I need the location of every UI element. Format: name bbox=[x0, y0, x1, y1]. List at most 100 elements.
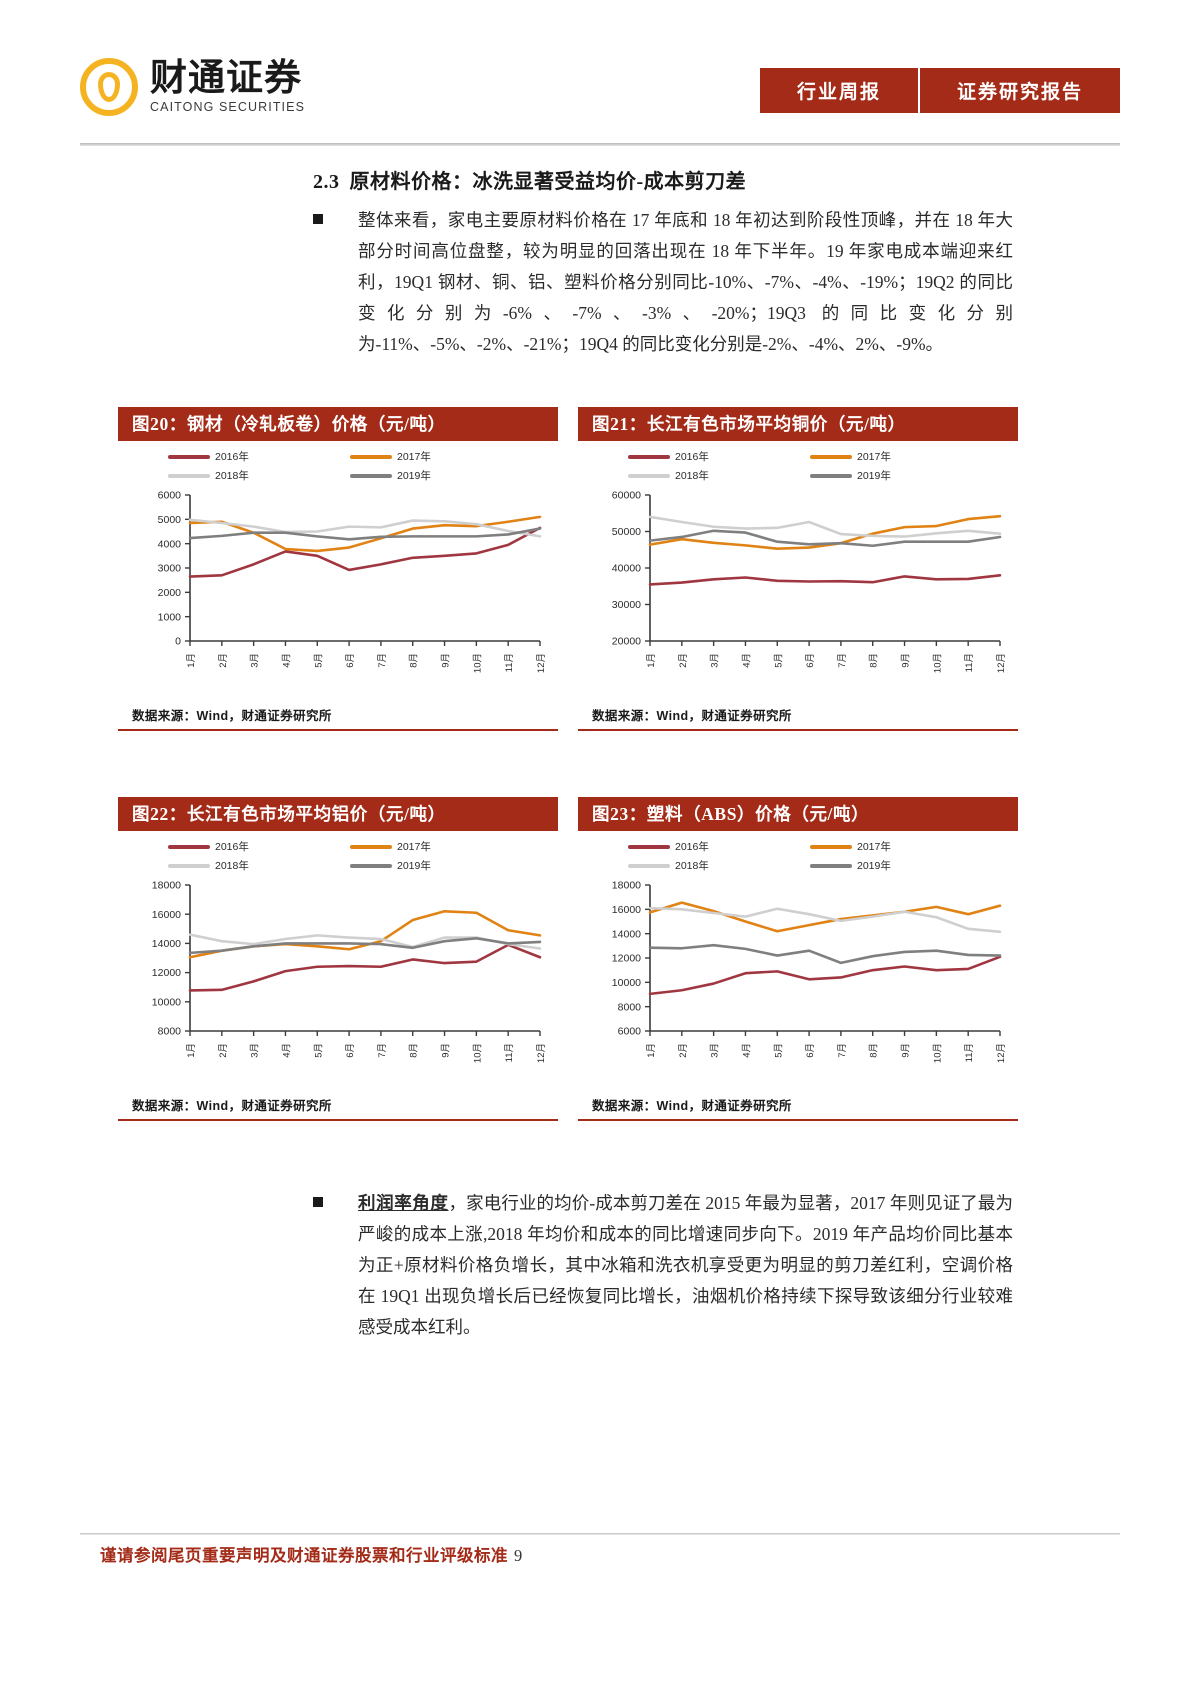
svg-text:9月: 9月 bbox=[441, 653, 452, 668]
figure-panel-22: 图22：长江有色市场平均铝价（元/吨） 2016年 2017年 2018年 2019年… bbox=[118, 797, 558, 1121]
legend-label: 2018年 bbox=[675, 470, 709, 482]
paragraph-profit-margin: 利润率角度，家电行业的均价-成本剪刀差在 2015 年最为显著，2017 年则见… bbox=[313, 1188, 1013, 1343]
legend-swatch-icon bbox=[810, 844, 852, 849]
source-wind: Wind bbox=[196, 1099, 229, 1113]
legend-label: 2018年 bbox=[215, 470, 249, 482]
figure-20-source: 数据来源：Wind，财通证券研究所 bbox=[118, 699, 558, 729]
figure-23-legend: 2016年 2017年 2018年 2019年 bbox=[628, 839, 988, 873]
legend-item-2016年: 2016年 bbox=[628, 449, 806, 464]
svg-text:7月: 7月 bbox=[377, 1043, 388, 1058]
svg-text:11月: 11月 bbox=[504, 1043, 515, 1062]
svg-text:11月: 11月 bbox=[504, 653, 515, 672]
legend-swatch-icon bbox=[350, 473, 392, 478]
source-prefix: 数据来源： bbox=[592, 1099, 657, 1113]
svg-text:6月: 6月 bbox=[805, 653, 816, 668]
svg-text:10000: 10000 bbox=[152, 996, 181, 1008]
svg-text:30000: 30000 bbox=[612, 599, 641, 611]
bullet-square-icon bbox=[313, 1197, 323, 1207]
legend-item-2016年: 2016年 bbox=[168, 449, 346, 464]
legend-label: 2017年 bbox=[397, 451, 431, 463]
svg-text:14000: 14000 bbox=[152, 938, 181, 950]
company-logo: 财通证券 CAITONG SECURITIES bbox=[80, 58, 305, 116]
figure-23-source: 数据来源：Wind，财通证券研究所 bbox=[578, 1089, 1018, 1119]
legend-label: 2019年 bbox=[397, 470, 431, 482]
svg-text:2月: 2月 bbox=[218, 653, 229, 668]
paragraph-raw-material-prices: 整体来看，家电主要原材料价格在 17 年底和 18 年初达到阶段性顶峰，并在 1… bbox=[313, 205, 1013, 360]
svg-text:3月: 3月 bbox=[710, 653, 721, 668]
legend-item-2019年: 2019年 bbox=[350, 468, 528, 483]
source-wind: Wind bbox=[656, 709, 689, 723]
svg-text:11月: 11月 bbox=[964, 1043, 975, 1062]
svg-text:10月: 10月 bbox=[932, 653, 943, 673]
svg-text:9月: 9月 bbox=[901, 653, 912, 668]
figure-22-body: 2016年 2017年 2018年 2019年 8000 10000 12000 14000… bbox=[118, 831, 558, 1089]
svg-text:0: 0 bbox=[175, 636, 181, 648]
svg-text:4月: 4月 bbox=[741, 1043, 752, 1058]
svg-text:7月: 7月 bbox=[837, 1043, 848, 1058]
paragraph-bottom-rest: ，家电行业的均价-成本剪刀差在 2015 年最为显著，2017 年则见证了最为严… bbox=[358, 1193, 1014, 1337]
svg-text:12000: 12000 bbox=[612, 953, 641, 965]
legend-swatch-icon bbox=[168, 473, 210, 478]
legend-item-2017年: 2017年 bbox=[810, 449, 988, 464]
svg-text:4月: 4月 bbox=[741, 653, 752, 668]
paragraph-bottom-text: 利润率角度，家电行业的均价-成本剪刀差在 2015 年最为显著，2017 年则见… bbox=[358, 1188, 1013, 1343]
figure-20-title: 图20：钢材（冷轧板卷）价格（元/吨） bbox=[118, 407, 558, 441]
legend-item-2016年: 2016年 bbox=[168, 839, 346, 854]
svg-text:7月: 7月 bbox=[837, 653, 848, 668]
svg-text:8000: 8000 bbox=[618, 1001, 642, 1013]
source-wind: Wind bbox=[656, 1099, 689, 1113]
legend-swatch-icon bbox=[628, 454, 670, 459]
legend-swatch-icon bbox=[350, 844, 392, 849]
svg-text:5月: 5月 bbox=[773, 1043, 784, 1058]
legend-label: 2019年 bbox=[857, 860, 891, 872]
figure-panel-20: 图20：钢材（冷轧板卷）价格（元/吨） 2016年 2017年 2018年 2019年… bbox=[118, 407, 558, 731]
svg-text:10月: 10月 bbox=[472, 1043, 483, 1063]
svg-text:3月: 3月 bbox=[710, 1043, 721, 1058]
legend-item-2019年: 2019年 bbox=[810, 468, 988, 483]
legend-item-2018年: 2018年 bbox=[168, 468, 346, 483]
svg-text:2月: 2月 bbox=[218, 1043, 229, 1058]
svg-text:9月: 9月 bbox=[441, 1043, 452, 1058]
source-suffix: ，财通证券研究所 bbox=[228, 709, 332, 723]
legend-swatch-icon bbox=[168, 844, 210, 849]
svg-text:3月: 3月 bbox=[250, 1043, 261, 1058]
legend-swatch-icon bbox=[810, 863, 852, 868]
svg-text:20000: 20000 bbox=[612, 636, 641, 648]
legend-label: 2019年 bbox=[857, 470, 891, 482]
svg-text:9月: 9月 bbox=[901, 1043, 912, 1058]
svg-text:1000: 1000 bbox=[158, 611, 182, 623]
svg-text:4000: 4000 bbox=[158, 538, 182, 550]
svg-text:10000: 10000 bbox=[612, 977, 641, 989]
figure-20-plot: 0 1000 2000 3000 4000 5000 6000 1月 2月 3月 4月 5月 6月 7月 8… bbox=[118, 489, 558, 699]
legend-label: 2018年 bbox=[215, 860, 249, 872]
legend-label: 2018年 bbox=[675, 860, 709, 872]
figure-21-legend: 2016年 2017年 2018年 2019年 bbox=[628, 449, 988, 483]
paragraph-top-text: 整体来看，家电主要原材料价格在 17 年底和 18 年初达到阶段性顶峰，并在 1… bbox=[358, 210, 1013, 354]
svg-text:18000: 18000 bbox=[152, 880, 181, 892]
legend-swatch-icon bbox=[168, 454, 210, 459]
figure-23-plot: 6000 8000 10000 12000 14000 16000 18000 1月 2月 3月 4… bbox=[578, 879, 1018, 1089]
figure-20-legend: 2016年 2017年 2018年 2019年 bbox=[168, 449, 528, 483]
figure-22-plot: 8000 10000 12000 14000 16000 18000 1月 2月 3月 4月 5月 6… bbox=[118, 879, 558, 1089]
figure-23-title: 图23：塑料（ABS）价格（元/吨） bbox=[578, 797, 1018, 831]
figure-panel-23: 图23：塑料（ABS）价格（元/吨） 2016年 2017年 2018年 2019年 … bbox=[578, 797, 1018, 1121]
source-wind: Wind bbox=[196, 709, 229, 723]
page-number: 9 bbox=[514, 1546, 523, 1565]
legend-swatch-icon bbox=[168, 863, 210, 868]
svg-text:12月: 12月 bbox=[536, 653, 547, 673]
legend-label: 2017年 bbox=[397, 841, 431, 853]
svg-text:6000: 6000 bbox=[158, 490, 182, 502]
source-suffix: ，财通证券研究所 bbox=[688, 1099, 792, 1113]
svg-text:1月: 1月 bbox=[646, 653, 657, 668]
svg-text:8月: 8月 bbox=[869, 1043, 880, 1058]
svg-text:16000: 16000 bbox=[152, 909, 181, 921]
paragraph-lead-in: 利润率角度 bbox=[358, 1193, 449, 1213]
svg-text:4月: 4月 bbox=[281, 653, 292, 668]
svg-text:8000: 8000 bbox=[158, 1026, 182, 1038]
svg-text:7月: 7月 bbox=[377, 653, 388, 668]
figure-22-legend: 2016年 2017年 2018年 2019年 bbox=[168, 839, 528, 873]
bullet-square-icon bbox=[313, 214, 323, 224]
tag-industry-weekly: 行业周报 bbox=[760, 68, 920, 113]
legend-item-2018年: 2018年 bbox=[628, 468, 806, 483]
legend-item-2016年: 2016年 bbox=[628, 839, 806, 854]
